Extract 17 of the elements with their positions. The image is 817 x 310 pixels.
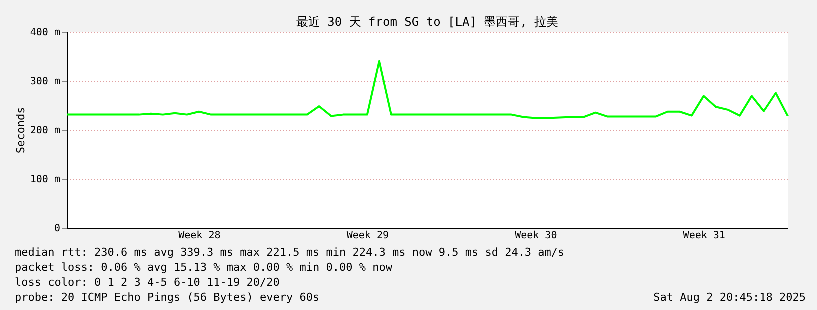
x-tick-label: Week 31 xyxy=(683,230,726,242)
x-tick-label: Week 28 xyxy=(178,230,221,242)
y-axis-title: Seconds xyxy=(14,107,28,154)
y-tick-label: 200 m xyxy=(30,126,60,136)
text: Sat Aug 2 20:45:18 2025 xyxy=(654,291,806,304)
y-tick-label: 400 m xyxy=(30,28,60,38)
text: median rtt: 230.6 ms avg 339.3 ms max 221.5 ms min 224.3 ms now 9.5 ms sd 24.3 am/s xyxy=(15,246,565,259)
chart-title: 最近 30 天 from SG to [LA] 墨西哥, 拉美 xyxy=(296,15,559,29)
x-tick-label: Week 30 xyxy=(515,230,558,242)
x-tick-label: Week 29 xyxy=(346,230,389,242)
text: probe: 20 ICMP Echo Pings (56 Bytes) every 60s xyxy=(15,291,320,304)
text: packet loss: 0.06 % avg 15.13 % max 0.00 % min 0.00 % now xyxy=(15,261,393,274)
y-tick-label: 300 m xyxy=(30,76,60,88)
y-tick-label: 0 xyxy=(54,224,60,234)
line-series xyxy=(66,60,789,120)
text: loss color: 0 1 2 3 4-5 6-10 11-19 20/20 xyxy=(15,276,280,289)
y-tick-label: 100 m xyxy=(30,174,60,186)
